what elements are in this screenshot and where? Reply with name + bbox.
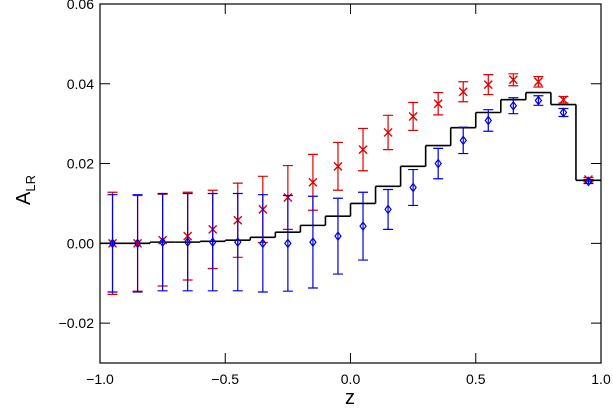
diamond-marker xyxy=(434,158,442,169)
y-axis-label-main: A xyxy=(13,191,35,205)
diamond-marker xyxy=(334,231,342,242)
diamond-marker xyxy=(183,237,192,248)
x-marker xyxy=(408,111,418,121)
y-tick-label: −0.02 xyxy=(59,315,95,331)
x-tick-label: −0.5 xyxy=(211,371,239,387)
y-tick-label: 0.06 xyxy=(67,0,94,12)
diamond-marker xyxy=(534,95,543,106)
x-marker xyxy=(358,145,368,155)
diamond-marker xyxy=(259,238,267,249)
error-bar xyxy=(583,178,594,185)
y-axis-label-sub: LR xyxy=(23,175,38,192)
diamond-marker xyxy=(484,115,493,126)
x-marker xyxy=(383,127,393,137)
x-marker xyxy=(508,75,518,85)
diamond-marker xyxy=(384,204,392,215)
error-bar xyxy=(232,192,243,292)
diamond-marker xyxy=(359,221,367,232)
x-tick-label: 0.0 xyxy=(341,371,361,387)
diamond-marker xyxy=(459,135,467,146)
x-marker xyxy=(308,177,318,187)
y-tick-label: 0.02 xyxy=(67,156,94,172)
error-bar xyxy=(207,192,218,292)
error-bar xyxy=(408,168,419,207)
plot-frame xyxy=(99,3,602,364)
error-bar xyxy=(157,192,168,292)
error-bar xyxy=(132,194,143,293)
diamond-marker xyxy=(284,238,292,249)
error-bar xyxy=(332,197,343,275)
error-bar xyxy=(107,194,118,293)
x-marker xyxy=(433,99,443,109)
error-bar xyxy=(282,194,293,292)
y-tick-label: 0.04 xyxy=(67,76,94,92)
y-axis-label: ALR xyxy=(13,175,38,205)
y-tick-label: 0.00 xyxy=(67,235,94,251)
diamond-marker xyxy=(309,237,317,248)
x-marker xyxy=(483,80,493,90)
diamond-marker xyxy=(234,237,242,248)
diamond-marker xyxy=(409,182,417,193)
x-marker xyxy=(333,161,343,171)
error-bar xyxy=(182,192,193,292)
diamond-marker xyxy=(509,100,518,111)
x-marker xyxy=(558,95,568,105)
error-bar xyxy=(508,97,519,115)
x-marker xyxy=(458,87,468,97)
diamond-marker xyxy=(584,176,593,187)
error-bar xyxy=(383,188,394,230)
x-tick-label: 1.0 xyxy=(591,371,611,387)
x-tick-label: 0.5 xyxy=(466,371,486,387)
x-axis-label: z xyxy=(345,387,355,409)
diamond-marker xyxy=(158,237,167,248)
error-bar xyxy=(307,195,318,289)
error-bar xyxy=(257,194,268,293)
x-marker xyxy=(533,77,543,87)
error-bar xyxy=(458,126,469,155)
error-bar xyxy=(358,191,369,261)
diamond-marker xyxy=(133,238,142,249)
x-tick-label: −1.0 xyxy=(86,371,114,387)
diamond-marker xyxy=(559,107,568,118)
diamond-marker xyxy=(208,237,217,248)
diamond-marker xyxy=(108,238,117,249)
error-bar xyxy=(483,109,494,132)
error-bar xyxy=(433,147,444,180)
